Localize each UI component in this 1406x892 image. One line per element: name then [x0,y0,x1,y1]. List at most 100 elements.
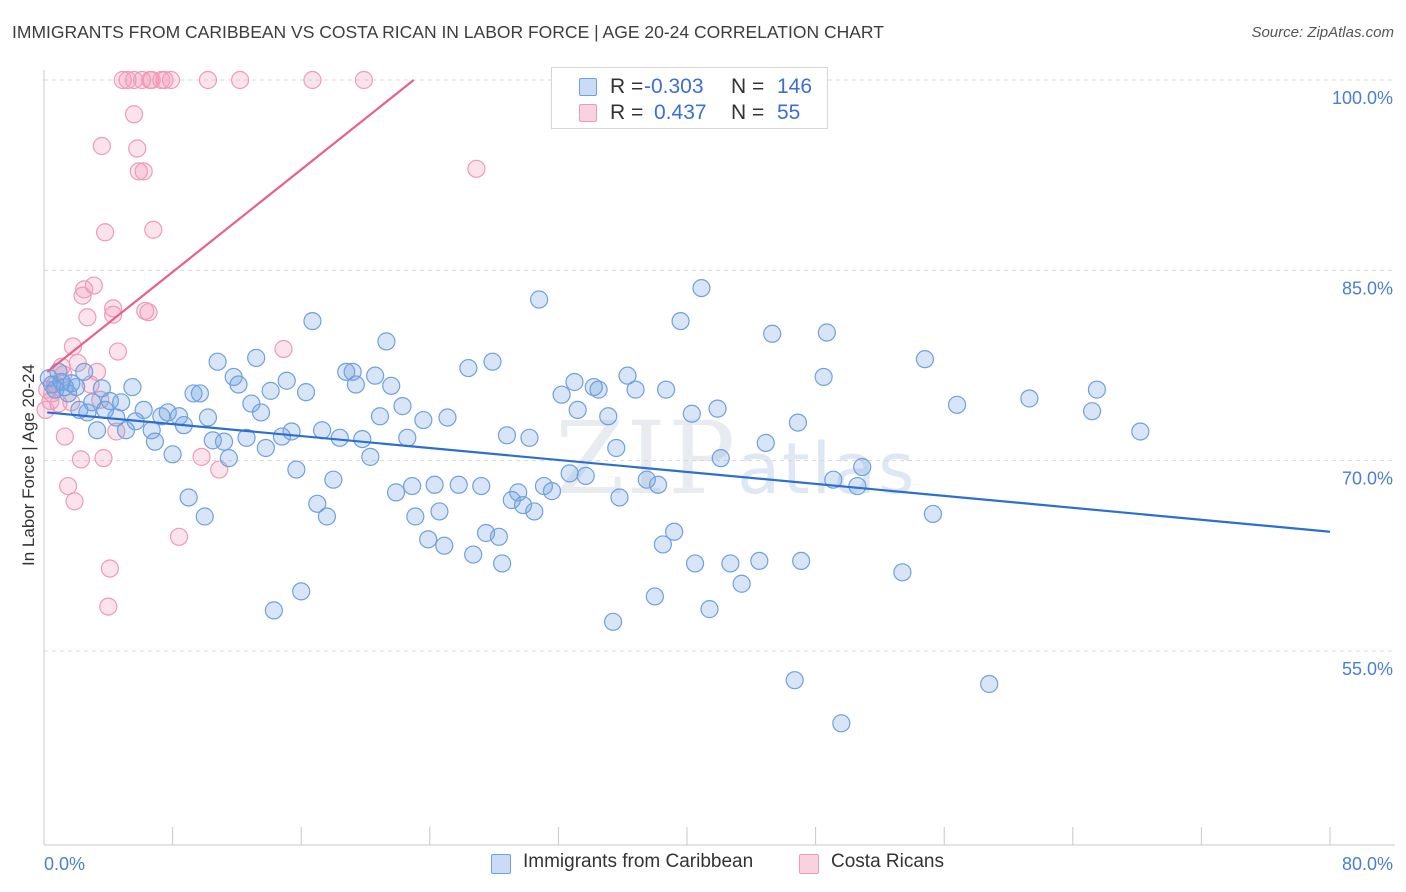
caribbean-point [489,527,509,546]
caribbean-point [449,475,468,494]
caribbean-point [980,674,999,694]
costa-ricans-point [144,220,163,239]
costa-ricans-point [231,70,250,90]
caribbean-point [1087,380,1107,399]
costa-ricans-point [65,492,84,511]
caribbean-point [915,350,935,369]
costa-ricans-point [95,223,115,242]
caribbean-point [198,408,218,427]
caribbean-point [552,385,571,404]
caribbean-points [39,278,1150,733]
caribbean-point [732,574,751,593]
costa-ricans-point [59,476,78,496]
caribbean-point [67,377,86,397]
caribbean-point [848,476,867,496]
caribbean-point [393,397,412,416]
caribbean-point [219,449,238,468]
caribbean-point [750,551,769,571]
caribbean-point [756,433,775,453]
caribbean-swatch [491,854,511,874]
caribbean-point [618,366,637,385]
legend-row-pink: R = 0.437 N = 55 [552,100,829,126]
caribbean-point [158,403,177,422]
chart-title: IMMIGRANTS FROM CARIBBEAN VS COSTA RICAN… [12,22,884,42]
chart-source: Source: ZipAtlas.com [1251,24,1394,41]
caribbean-point [657,380,676,399]
caribbean-point [817,323,836,342]
caribbean-point [711,449,730,468]
costa-ricans-trend-line [46,79,415,373]
caribbean-point [237,428,256,447]
caribbean-point [1131,422,1150,441]
caribbean-point [134,400,153,420]
caribbean-point [520,428,539,447]
tick-labels: 100.0% 85.0% 70.0% 55.0% 0.0% 80.0% [44,88,1393,874]
caribbean-point [530,290,549,309]
caribbean-point [721,554,740,573]
caribbean-point [303,311,322,331]
costa-ricans-point [155,70,174,90]
caribbean-point [700,600,719,619]
x-tick-label: 0.0% [44,854,85,874]
caribbean-point [560,464,579,483]
caribbean-point [708,399,727,418]
legend-blue-r-value: -0.303 [644,75,704,98]
costa-ricans-point [128,139,147,158]
caribbean-point [330,428,349,447]
costa-ricans-swatch [799,854,819,874]
bottom-legend-caribbean-label: Immigrants from Caribbean [523,851,754,872]
legend-pink-n-label: N = [731,101,765,124]
costa-ricans-point [104,305,123,324]
costa-ricans-point [118,70,137,90]
y-tick-label: 55.0% [1342,659,1393,679]
caribbean-point [386,483,406,502]
y-tick-label: 70.0% [1342,469,1393,489]
caribbean-point [282,422,301,441]
caribbean-point [853,457,872,477]
x-tick-label: 80.0% [1342,854,1393,874]
costa-ricans-point [84,276,103,295]
caribbean-point [435,536,454,555]
caribbean-point [324,470,343,489]
caribbean-point [229,375,248,394]
caribbean-point [599,407,618,426]
caribbean-point [788,413,808,432]
y-axis-label: In Labor Force | Age 20-24 [19,364,38,566]
caribbean-point [87,421,107,440]
caribbean-point [682,404,701,423]
caribbean-point [584,377,603,397]
caribbean-point [542,482,562,501]
costa-ricans-point [303,70,322,90]
legend-blue-n-value: 146 [777,75,813,98]
caribbean-point [763,324,782,343]
caribbean-point [163,445,182,464]
caribbean-point [214,432,234,451]
caribbean-point [277,371,296,390]
legend-blue-n-label: N = [731,75,765,98]
caribbean-point [377,332,396,351]
trend-lines [46,79,1331,533]
caribbean-point [472,476,491,496]
costa-ricans-point [55,427,74,446]
caribbean-point [184,384,203,403]
caribbean-point [179,488,198,507]
caribbean-point [923,504,943,524]
caribbean-point [565,372,584,392]
caribbean-point [576,466,595,485]
caribbean-point [637,470,656,489]
caribbean-point [626,380,645,399]
caribbean-point [52,372,71,392]
caribbean-point [610,488,629,507]
caribbean-point [1082,402,1102,421]
caribbean-point [459,358,478,378]
caribbean-point [824,470,843,489]
caribbean-point [568,400,587,420]
caribbean-point [292,582,311,601]
costa-ricans-points [36,70,486,616]
caribbean-point [671,311,690,331]
caribbean-point [893,563,912,582]
caribbean-point [497,426,517,445]
caribbean-point [648,475,668,494]
caribbean-point [123,377,142,397]
caribbean-point [382,376,401,395]
